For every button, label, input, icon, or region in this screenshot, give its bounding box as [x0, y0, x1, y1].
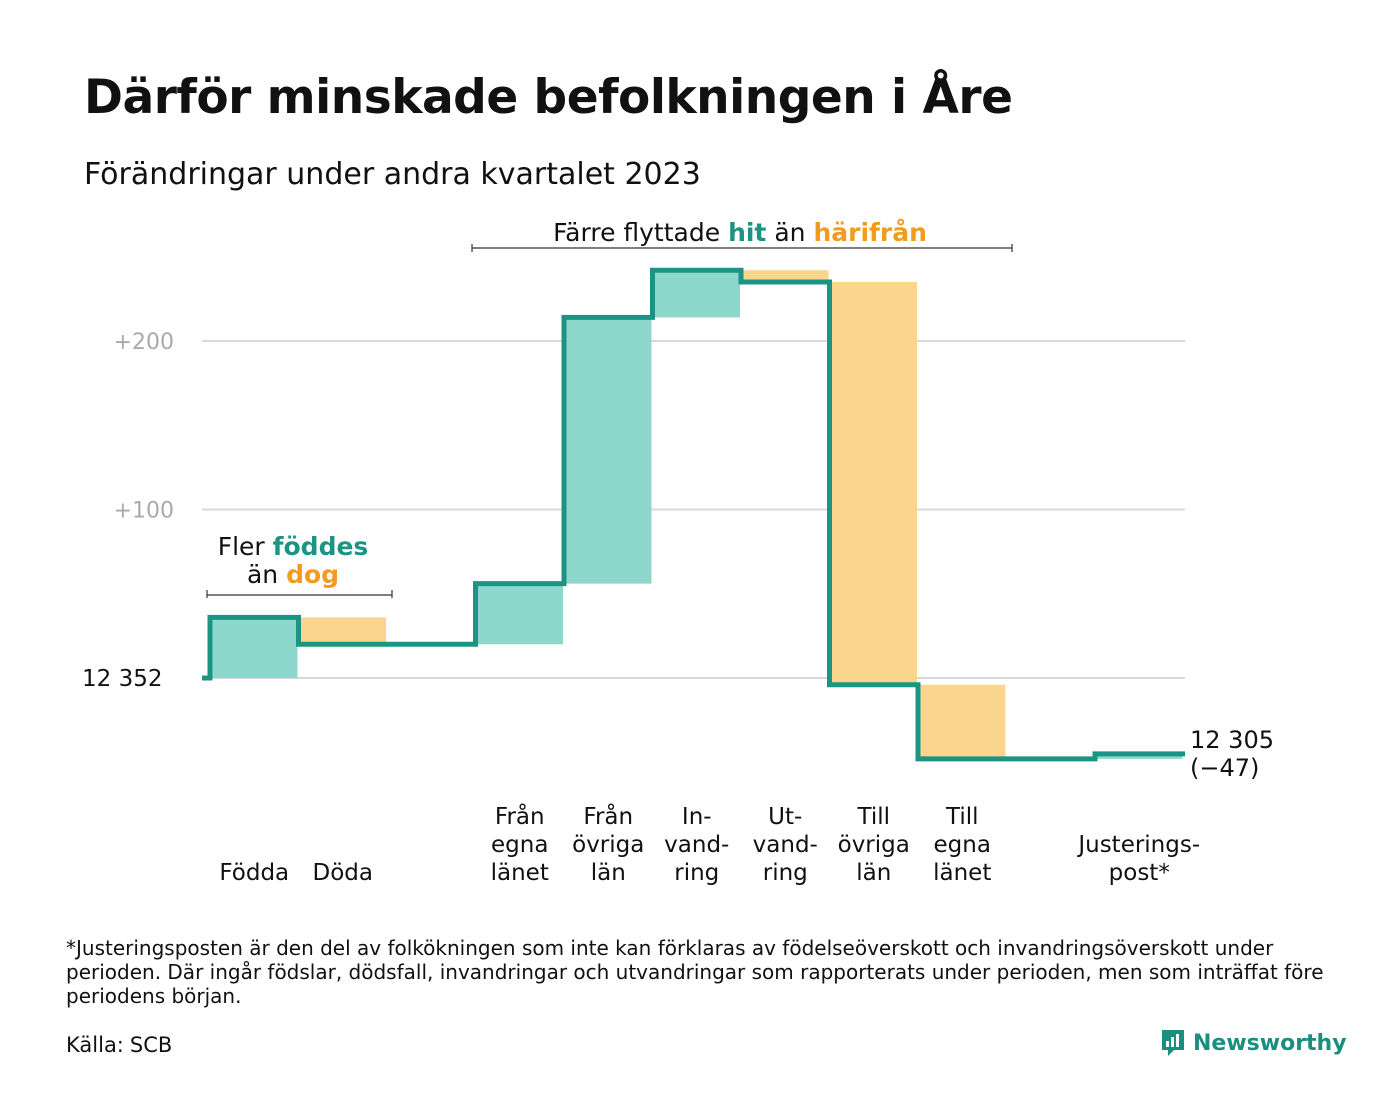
- bar-döda: [298, 617, 386, 645]
- footnote: *Justeringsposten är den del av folkökni…: [66, 936, 1324, 1008]
- y-tick-label: +200: [114, 330, 174, 355]
- annotation-migration-bracket: [471, 244, 1013, 252]
- source-line: Källa: SCB: [66, 1033, 178, 1057]
- category-label: ring: [674, 860, 719, 886]
- chart-subtitle: Förändringar under andra kvartalet 2023: [84, 157, 701, 192]
- annotation-births-line2-part: dog: [286, 560, 339, 589]
- annotation-migration-line1-part: än: [766, 218, 813, 247]
- category-label: Döda: [313, 860, 373, 886]
- newsworthy-logo-icon: [1162, 1030, 1184, 1056]
- brand-logo[interactable]: Newsworthy: [1160, 1028, 1347, 1058]
- bar-invandring: [652, 270, 740, 318]
- category-label: vand-: [753, 832, 818, 858]
- bar-födda: [210, 617, 298, 678]
- category-label: länet: [491, 860, 549, 886]
- start-value-label: 12 352: [82, 666, 162, 692]
- y-tick-label: +100: [114, 499, 174, 524]
- category-label: länet: [933, 860, 991, 886]
- category-label: Till: [945, 804, 979, 830]
- category-label: Födda: [219, 860, 289, 886]
- category-label: post*: [1109, 860, 1170, 886]
- end-change-label: (−47): [1190, 754, 1259, 782]
- category-label: egna: [934, 832, 991, 858]
- bar-från-övriga-län: [564, 317, 652, 584]
- category-label: Från: [583, 802, 633, 830]
- annotation-migration-line1-part: hit: [728, 218, 766, 247]
- category-label: Till: [856, 804, 890, 830]
- annotation-births-line1: Fler föddes: [218, 532, 369, 561]
- bar-till-egna-länet: [918, 684, 1006, 759]
- annotation-migration-line1-part: Färre flyttade: [553, 218, 728, 247]
- end-value-label: 12 305: [1190, 726, 1274, 754]
- category-label: In-: [682, 804, 712, 830]
- category-label: län: [591, 860, 626, 886]
- category-label: Ut-: [768, 804, 802, 830]
- category-label: ring: [763, 860, 808, 886]
- annotation-migration-line1-part: härifrån: [813, 218, 926, 247]
- category-label: egna: [491, 832, 548, 858]
- brand-name: Newsworthy: [1193, 1030, 1347, 1056]
- category-label: övriga: [572, 832, 644, 858]
- annotation-migration-line1: Färre flyttade hit än härifrån: [553, 218, 927, 247]
- annotation-births-line2: än dog: [247, 560, 339, 589]
- bar-till-övriga-län: [829, 282, 917, 685]
- category-label: Från: [495, 802, 545, 830]
- category-label: län: [856, 860, 891, 886]
- source-value: SCB: [129, 1033, 173, 1057]
- category-label: vand-: [664, 832, 729, 858]
- annotation-births-bracket: [206, 590, 393, 598]
- bar-utvandring: [741, 270, 829, 283]
- category-label: Justerings-: [1076, 832, 1200, 858]
- chart-title: Därför minskade befolkningen i Åre: [84, 70, 1013, 125]
- bar-justeringspost: [1095, 753, 1183, 759]
- annotation-births-line1-part: föddes: [273, 532, 369, 561]
- bar-från-egna-länet: [475, 583, 563, 645]
- category-label: övriga: [838, 832, 910, 858]
- source-label: Källa:: [66, 1033, 124, 1057]
- annotation-births-line2-part: än: [247, 560, 286, 589]
- annotation-births-line1-part: Fler: [218, 532, 273, 561]
- cumulative-step-line: [202, 267, 1185, 762]
